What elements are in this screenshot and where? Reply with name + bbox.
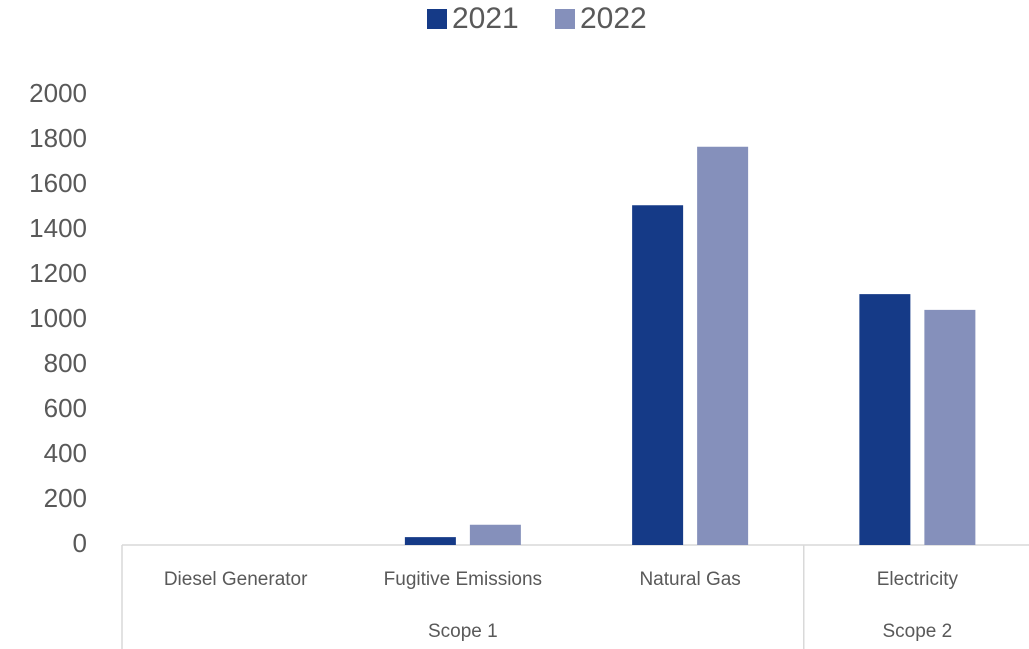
y-tick-label: 0 [73, 528, 87, 558]
bar [469, 524, 521, 545]
x-tick-label: Electricity [877, 569, 959, 590]
bar [404, 537, 456, 545]
x-tick-label: Diesel Generator [164, 569, 308, 590]
legend-swatch [555, 9, 575, 29]
y-tick-label: 200 [44, 483, 87, 513]
legend-label: 2021 [452, 2, 519, 35]
y-tick-label: 1400 [29, 213, 87, 243]
y-tick-label: 1200 [29, 258, 87, 288]
y-tick-label: 2000 [29, 78, 87, 108]
x-tick-label: Fugitive Emissions [384, 569, 542, 590]
x-tick-label: Natural Gas [639, 569, 740, 590]
legend-label: 2022 [580, 2, 647, 35]
group-label: Scope 1 [428, 621, 498, 642]
bar [632, 205, 684, 545]
y-tick-label: 600 [44, 393, 87, 423]
y-tick-label: 1800 [29, 123, 87, 153]
bar [859, 294, 911, 545]
group-label: Scope 2 [883, 621, 953, 642]
y-tick-label: 1000 [29, 303, 87, 333]
y-tick-label: 400 [44, 438, 87, 468]
y-tick-label: 800 [44, 348, 87, 378]
y-tick-label: 1600 [29, 168, 87, 198]
bar [697, 146, 749, 545]
bar [924, 309, 976, 545]
legend-swatch [427, 9, 447, 29]
